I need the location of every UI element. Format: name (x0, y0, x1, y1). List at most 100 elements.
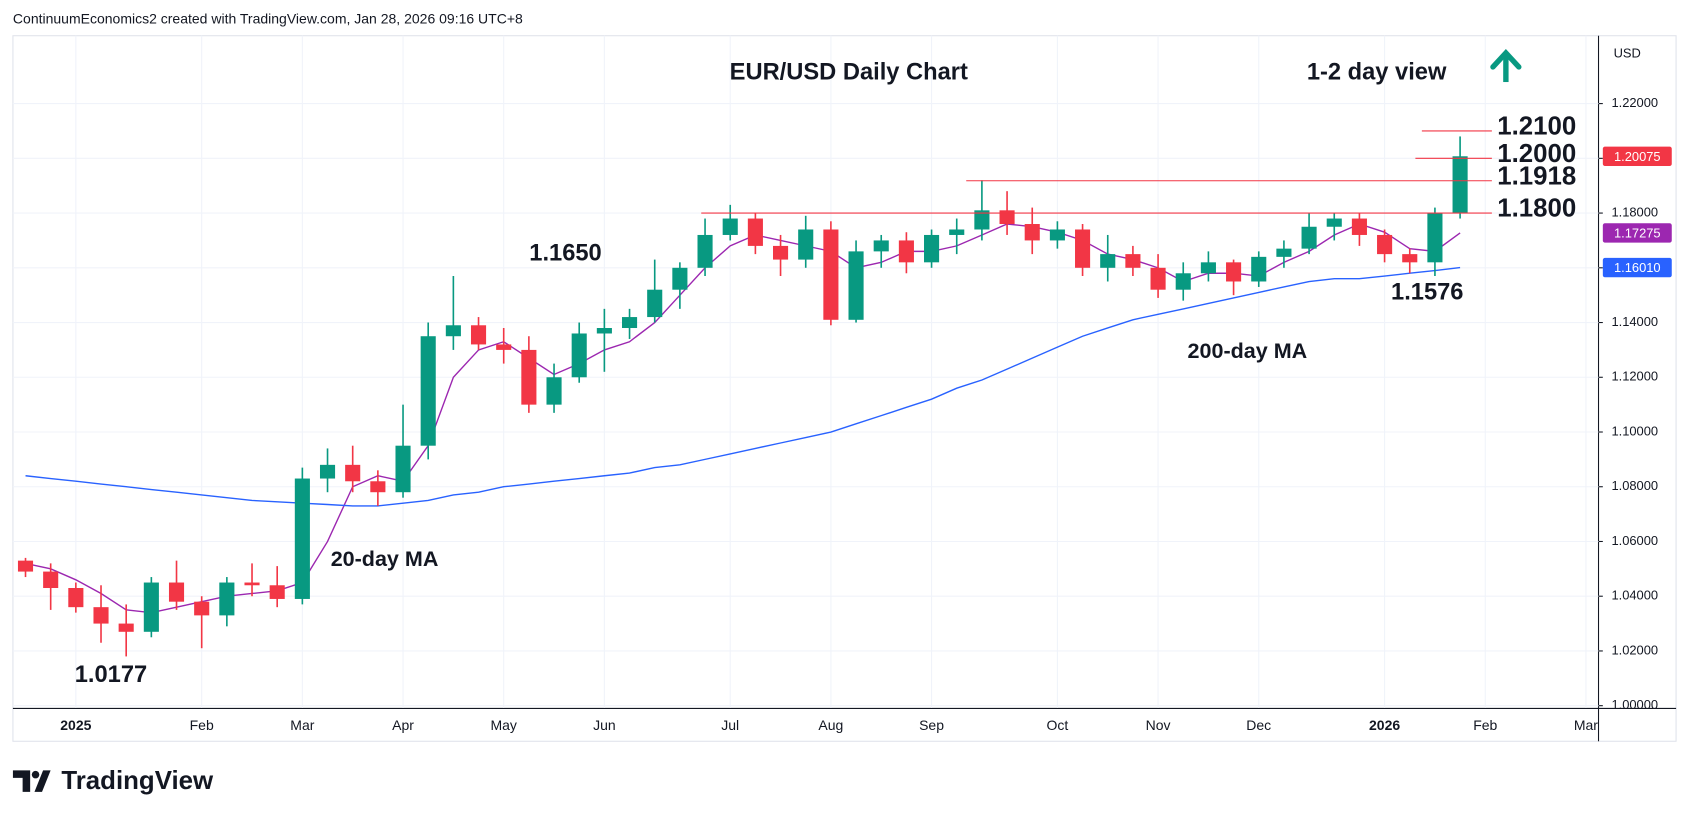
candle-body (873, 240, 889, 252)
candle-body (294, 478, 310, 599)
price-tag-label: 1.16010 (1614, 260, 1661, 275)
candle-body (143, 582, 159, 632)
y-tick-label: 1.18000 (1611, 204, 1658, 219)
candle-body (1049, 229, 1065, 241)
candle-body (194, 601, 210, 616)
candle-body (1150, 267, 1166, 290)
candle-body (43, 571, 59, 589)
y-tick-label: 1.02000 (1611, 642, 1658, 657)
series-label: 20-day MA (331, 547, 439, 571)
candle-body (370, 481, 386, 493)
candle-body (17, 560, 34, 572)
candle-body (244, 582, 260, 586)
price-tag (1602, 257, 1672, 278)
y-tick-label: 1.00000 (1611, 697, 1658, 712)
x-tick-label: Nov (1146, 717, 1171, 733)
candle-body (1301, 226, 1317, 249)
candle-body (68, 588, 84, 608)
grid: 1.00000 1.02000 1.04000 1.06000 1.08000 1.100… (12, 35, 1658, 733)
level-label: 1.2000 (1497, 140, 1576, 168)
candle-body (848, 251, 864, 320)
candle-body (974, 210, 990, 230)
candle-body (269, 585, 285, 599)
candle-body (722, 218, 738, 235)
marks (17, 136, 1468, 657)
candle-body (1251, 256, 1267, 282)
candle-body (219, 582, 235, 616)
candle-body (823, 229, 839, 320)
x-tick-label: Feb (1473, 717, 1497, 733)
candle-body (1226, 262, 1242, 282)
candle-body (1125, 254, 1141, 268)
y-tick-label: 1.12000 (1611, 369, 1658, 384)
candle-body (1326, 218, 1342, 227)
level-label: 1.1918 (1497, 162, 1576, 190)
candle-body (1427, 213, 1443, 263)
candle-body (621, 317, 638, 329)
currency-label: USD (1614, 45, 1641, 60)
header: ContinuumEconomics2 created with Trading… (13, 10, 523, 26)
chart-subtitle: 1-2 day view (1307, 60, 1447, 86)
candle-body (1075, 229, 1091, 268)
up-arrow (1490, 48, 1522, 83)
candle-body (1100, 254, 1116, 268)
x-tick-label: Jul (721, 717, 739, 733)
candle-body (898, 240, 914, 263)
candle-body (798, 229, 814, 260)
candle-body (999, 210, 1015, 225)
level-label: 1.2100 (1497, 113, 1576, 141)
candle-body (647, 289, 663, 318)
candle-body (420, 336, 436, 446)
x-tick-label: Oct (1047, 717, 1069, 733)
candle-body (773, 245, 789, 260)
price-tag-label: 1.17275 (1614, 225, 1661, 240)
candle-body (1351, 218, 1367, 235)
y-tick-label: 1.22000 (1611, 95, 1658, 110)
candle-body (1024, 224, 1040, 241)
y-tick-label: 1.14000 (1611, 314, 1658, 329)
ma-line (25, 266, 1461, 507)
candle-body (319, 464, 336, 479)
x-tick-label: Apr (392, 717, 414, 733)
chart-title: EUR/USD Daily Chart (730, 60, 968, 86)
candle-body (118, 623, 134, 632)
candle-body (672, 267, 688, 290)
candle-body (470, 325, 487, 345)
price-tag-label: 1.20075 (1614, 149, 1661, 164)
candle-body (571, 333, 587, 378)
candle-body (924, 234, 940, 263)
candle-body (445, 325, 461, 337)
level-label: 1.1800 (1497, 195, 1576, 223)
candle-body (1402, 254, 1418, 263)
x-tick-label: Sep (919, 717, 944, 733)
candle-body (521, 349, 537, 405)
y-tick-label: 1.08000 (1611, 478, 1658, 493)
y-tick-label: 1.06000 (1611, 533, 1658, 548)
candle-body (1200, 262, 1216, 274)
x-tick-label: Aug (818, 717, 843, 733)
candle-body (168, 582, 185, 602)
candle-body (1175, 273, 1191, 290)
logo: TradingView (12, 767, 214, 795)
candle-body (496, 344, 512, 350)
x-tick-label: Jun (593, 717, 616, 733)
candle-body (345, 464, 361, 482)
candle-body (546, 377, 562, 405)
x-tick-label: May (490, 717, 516, 733)
x-tick-label: Feb (190, 717, 214, 733)
candle-body (1276, 248, 1292, 257)
candle-body (93, 607, 109, 624)
price-tag (1602, 223, 1672, 243)
candle-body (395, 445, 411, 493)
candle-body (747, 218, 763, 246)
logo-text: TradingView (61, 767, 214, 795)
x-tick-label: Mar (1574, 717, 1598, 733)
x-tick-label: 2026 (1369, 717, 1400, 733)
annotation: 1.0177 (75, 662, 147, 688)
y-tick-label: 1.04000 (1611, 588, 1658, 603)
y-tick-label: 1.10000 (1611, 423, 1658, 438)
